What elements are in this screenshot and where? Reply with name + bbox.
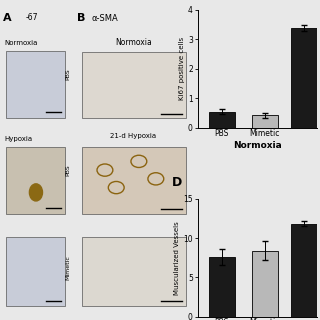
FancyBboxPatch shape bbox=[6, 51, 65, 118]
Bar bbox=[252, 115, 278, 128]
Text: PBS: PBS bbox=[65, 164, 70, 176]
Text: 21-d Hypoxia: 21-d Hypoxia bbox=[110, 133, 156, 140]
Bar bbox=[291, 224, 317, 317]
Bar bbox=[252, 251, 278, 317]
FancyBboxPatch shape bbox=[82, 237, 186, 306]
Text: PBS: PBS bbox=[65, 68, 70, 80]
Text: Hypoxia: Hypoxia bbox=[4, 136, 33, 142]
Text: D: D bbox=[172, 176, 182, 189]
Circle shape bbox=[29, 184, 43, 201]
Bar bbox=[209, 257, 235, 317]
Text: Mimetic: Mimetic bbox=[65, 255, 70, 280]
Bar bbox=[209, 111, 235, 128]
Text: Normoxia: Normoxia bbox=[4, 40, 38, 46]
FancyBboxPatch shape bbox=[82, 52, 186, 118]
Y-axis label: Muscularized Vessels: Muscularized Vessels bbox=[174, 221, 180, 295]
FancyBboxPatch shape bbox=[6, 237, 65, 306]
FancyBboxPatch shape bbox=[82, 148, 186, 214]
Y-axis label: Ki67 positive cells: Ki67 positive cells bbox=[179, 37, 185, 100]
Text: Normoxia: Normoxia bbox=[115, 37, 152, 47]
Text: -67: -67 bbox=[26, 13, 39, 22]
X-axis label: Normoxia: Normoxia bbox=[233, 141, 282, 150]
Text: α-SMA: α-SMA bbox=[92, 13, 118, 22]
FancyBboxPatch shape bbox=[6, 147, 65, 214]
Bar bbox=[291, 28, 317, 128]
Text: A: A bbox=[3, 13, 12, 23]
Text: B: B bbox=[76, 13, 85, 23]
